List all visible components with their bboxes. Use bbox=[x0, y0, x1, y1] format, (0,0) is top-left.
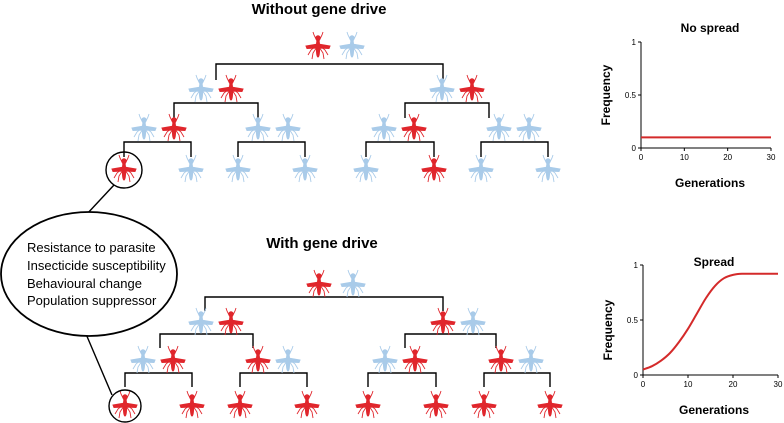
y-tick-label: 0.5 bbox=[627, 316, 639, 325]
y-axis-label: Frequency bbox=[601, 299, 615, 360]
x-axis-label: Generations bbox=[679, 403, 749, 417]
mosquito-icon bbox=[111, 154, 137, 183]
mosquito-icon bbox=[294, 390, 320, 419]
mosquito-icon bbox=[275, 113, 301, 142]
y-tick-label: 0 bbox=[632, 144, 637, 153]
mosquito-icon bbox=[130, 345, 156, 374]
mosquito-icon bbox=[306, 269, 332, 298]
mosquito-icon bbox=[305, 31, 331, 60]
mosquito-icon bbox=[131, 113, 157, 142]
chart-title: Spread bbox=[694, 255, 735, 269]
mosquito-icon bbox=[112, 390, 138, 419]
x-tick-label: 30 bbox=[767, 153, 776, 162]
x-tick-label: 10 bbox=[684, 380, 693, 389]
spread-plot: 00.510 10 20 30 bbox=[627, 261, 783, 389]
trait-resistance: Resistance to parasite bbox=[27, 240, 156, 255]
top-title: Without gene drive bbox=[252, 1, 387, 18]
mosquito-icon bbox=[340, 269, 366, 298]
mosquito-icon bbox=[535, 154, 561, 183]
x-tick-label: 0 bbox=[639, 153, 644, 162]
no-spread-plot: 00.510 10 20 30 bbox=[625, 38, 776, 162]
mosquito-icon bbox=[421, 154, 447, 183]
mosquito-icon bbox=[488, 345, 514, 374]
x-tick-label: 10 bbox=[680, 153, 689, 162]
chart-title: No spread bbox=[681, 21, 740, 35]
mosquito-icon bbox=[430, 307, 456, 336]
y-tick-label: 0.5 bbox=[625, 91, 637, 100]
bottom-title: With gene drive bbox=[266, 235, 378, 252]
mosquito-icon bbox=[179, 390, 205, 419]
y-tick-label: 1 bbox=[632, 38, 637, 47]
y-tick-label: 0 bbox=[634, 371, 639, 380]
mosquito-icon bbox=[355, 390, 381, 419]
mosquito-icon bbox=[459, 74, 485, 103]
top-pedigree bbox=[111, 31, 561, 183]
mosquito-icon bbox=[372, 345, 398, 374]
mosquito-icon bbox=[371, 113, 397, 142]
mosquito-icon bbox=[471, 390, 497, 419]
mosquito-icon bbox=[468, 154, 494, 183]
mosquito-icon bbox=[423, 390, 449, 419]
y-axis-label: Frequency bbox=[599, 64, 613, 125]
mosquito-icon bbox=[245, 113, 271, 142]
mosquito-icon bbox=[518, 345, 544, 374]
mosquito-icon bbox=[353, 154, 379, 183]
mosquito-icon bbox=[486, 113, 512, 142]
mosquito-icon bbox=[188, 307, 214, 336]
mosquito-icon bbox=[160, 345, 186, 374]
mosquito-icon bbox=[225, 154, 251, 183]
mosquito-icon bbox=[227, 390, 253, 419]
spread-chart: Spread Frequency Generations 00.510 10 20 3… bbox=[601, 255, 783, 417]
mosquito-icon bbox=[292, 154, 318, 183]
top-connector bbox=[85, 184, 115, 216]
mosquito-icon bbox=[460, 307, 486, 336]
mosquito-icon bbox=[516, 113, 542, 142]
x-tick-label: 20 bbox=[723, 153, 732, 162]
frequency-line bbox=[642, 272, 778, 371]
bottom-connector bbox=[85, 333, 113, 396]
mosquito-icon bbox=[178, 154, 204, 183]
top-tree-lines bbox=[123, 63, 549, 157]
mosquito-icon bbox=[401, 113, 427, 142]
x-axis-label: Generations bbox=[675, 176, 745, 190]
x-tick-label: 0 bbox=[641, 380, 646, 389]
mosquito-icon bbox=[275, 345, 301, 374]
trait-callout: Resistance to parasite Insecticide susce… bbox=[0, 151, 178, 423]
bottom-highlight-circle bbox=[108, 389, 142, 423]
no-spread-chart: No spread Frequency Generations 00.510 10… bbox=[599, 21, 776, 190]
trait-behaviour: Behavioural change bbox=[27, 276, 142, 291]
traits-ellipse bbox=[0, 211, 178, 337]
mosquito-icon bbox=[161, 113, 187, 142]
y-tick-label: 1 bbox=[634, 261, 639, 270]
mosquito-icon bbox=[402, 345, 428, 374]
trait-insecticide: Insecticide susceptibility bbox=[27, 258, 166, 273]
mosquito-icon bbox=[537, 390, 563, 419]
top-highlight-circle bbox=[105, 151, 143, 189]
bottom-pedigree bbox=[112, 269, 563, 419]
x-tick-label: 30 bbox=[774, 380, 783, 389]
x-tick-label: 20 bbox=[729, 380, 738, 389]
mosquito-icon bbox=[218, 74, 244, 103]
mosquito-icon bbox=[339, 31, 365, 60]
mosquito-icon bbox=[429, 74, 455, 103]
trait-suppressor: Population suppressor bbox=[27, 293, 157, 308]
bottom-tree-lines bbox=[124, 296, 551, 387]
mosquito-icon bbox=[245, 345, 271, 374]
mosquito-icon bbox=[188, 74, 214, 103]
mosquito-icon bbox=[218, 307, 244, 336]
